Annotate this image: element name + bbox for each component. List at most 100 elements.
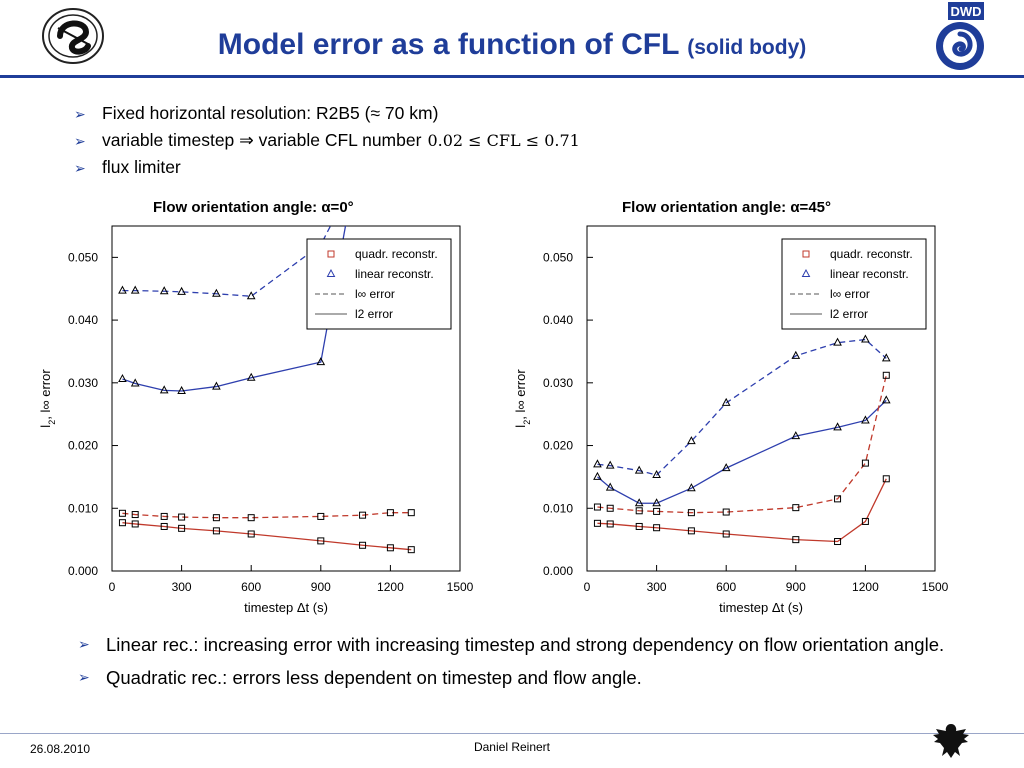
conclusion-bullet: ➢ Quadratic rec.: errors less dependent o… [78,667,642,688]
chart-0-data-point [247,514,255,522]
chart-1-legend-label: l∞ error [830,287,870,301]
chart-1-data-point [833,337,842,346]
chart-1-data-point [834,538,842,546]
chart-0-y-tick-label: 0.010 [68,501,98,515]
chart-0-data-point [212,514,220,522]
bullet-arrow-icon: ➢ [74,133,86,149]
chart-1-data-point [834,495,842,503]
chart-1-data-point [861,517,869,525]
chart-1-data-point [833,422,842,431]
chart-0-data-point [178,513,186,521]
chart-1-series-line-2 [597,375,887,514]
chart-1-data-point [653,507,661,515]
chart-1-data-point [593,459,602,468]
federal-eagle-icon [933,724,969,758]
chart-0-x-tick-label: 600 [241,580,261,594]
chart-0-x-tick-label: 900 [311,580,331,594]
chart-1-data-point [792,536,800,544]
chart-1-plot-frame [586,225,936,572]
chart-1-series-line-1 [597,399,887,504]
chart-0-x-tick-label: 300 [172,580,192,594]
chart-0-series-line-1 [122,226,347,392]
intro-bullet: ➢ flux limiter [74,154,580,181]
chart-title-right: Flow orientation angle: α=45° [622,199,831,216]
chart-0-data-point [118,285,127,294]
conclusion-list: ➢ Linear rec.: increasing error with incr… [74,632,954,698]
chart-0-series-line-3 [122,522,412,551]
chart-1-data-point [593,471,602,480]
chart-1-data-point [605,482,615,491]
chart-0-y-tick-label: 0.020 [68,439,98,453]
chart-0-data-point [212,527,220,535]
chart-1-data-point [634,465,644,474]
chart-0-data-point [212,288,221,297]
chart-1-data-point [722,530,730,538]
chart-0-data-point [159,286,169,295]
chart-1-data-point [593,519,601,527]
chart-1-data-point [861,459,869,467]
chart-0-data-point [159,385,169,394]
chart-0-data-point [317,512,325,520]
chart-0-y-tick-label: 0.000 [68,564,98,578]
chart-1-x-tick-label: 0 [584,580,591,594]
chart-1-data-point [635,522,643,530]
chart-1-x-tick-label: 1500 [922,580,949,594]
chart-1-series-line-3 [597,478,887,543]
chart-0-data-point [317,537,325,545]
chart-0-data-point [407,509,415,517]
chart-1-data-point [721,463,731,472]
chart-0-data-point [386,544,394,552]
chart-0-data-point [160,522,168,530]
chart-0-plot-frame [111,225,461,572]
cfl-range-formula: 0.02 ≤ CFL ≤ 0.71 [427,131,580,150]
chart-1-data-point [605,460,615,469]
chart-0-data-point [407,546,415,554]
intro-bullet-list: ➢ Fixed horizontal resolution: R2B5 (≈ 70… [74,100,580,181]
chart-1-legend-triangle-marker [801,268,811,277]
chart-1-data-point [722,508,730,516]
chart-1-y-tick-label: 0.030 [543,376,573,390]
chart-0-y-tick-label: 0.030 [68,376,98,390]
chart-1-data-point [687,483,696,492]
chart-right: 0 300 600 900 1200 1500 0.000 0.010 0.020 0.030 0.… [513,225,949,615]
chart-1-series-group [593,334,891,546]
chart-0-data-point [247,530,255,538]
chart-0-legend-label: linear reconstr. [355,267,434,281]
chart-1-data-point [861,415,870,424]
page-title: Model error as a function of CFL (solid … [217,28,807,61]
chart-0-legend-triangle-marker [326,268,336,277]
chart-1-legend-label: l2 error [830,307,868,321]
chart-1-data-point [721,397,731,406]
chart-1-data-point [687,509,695,517]
chart-1-series-line-0 [597,338,887,476]
chart-1-y-tick-label: 0.050 [543,250,573,264]
chart-left: 0 300 600 900 1200 1500 0.000 0.010 0.020 0.030 0.… [38,225,474,615]
chart-0-legend-label: quadr. reconstr. [355,247,438,261]
chart-1-data-point [882,371,890,379]
chart-1-data-point [634,498,644,507]
chart-0-data-point [359,511,367,519]
chart-0-data-point [118,373,127,383]
footer-rule [0,733,1024,734]
institution-logo [42,8,104,64]
chart-1-x-tick-label: 1200 [852,580,879,594]
bullet-arrow-icon: ➢ [78,669,90,685]
chart-1-x-tick-label: 600 [716,580,736,594]
chart-1-y-tick-label: 0.010 [543,501,573,515]
chart-0-x-tick-label: 1200 [377,580,404,594]
chart-0-data-point [130,378,140,387]
chart-1-y-tick-label: 0.000 [543,564,573,578]
chart-0-x-axis-label: timestep Δt (s) [244,600,328,615]
chart-1-data-point [881,353,891,362]
bullet-arrow-icon: ➢ [78,636,90,652]
bullet-arrow-icon: ➢ [74,106,86,122]
chart-0-data-point [386,509,394,517]
chart-1-data-point [791,350,801,359]
chart-0-data-point [246,372,256,381]
chart-0-data-point [131,511,139,519]
footer-date: 26.08.2010 [30,742,91,756]
bullet-arrow-icon: ➢ [74,160,86,176]
chart-1-data-point [606,504,614,512]
chart-0-legend-square-marker [327,250,335,258]
chart-0-data-point [160,512,168,520]
